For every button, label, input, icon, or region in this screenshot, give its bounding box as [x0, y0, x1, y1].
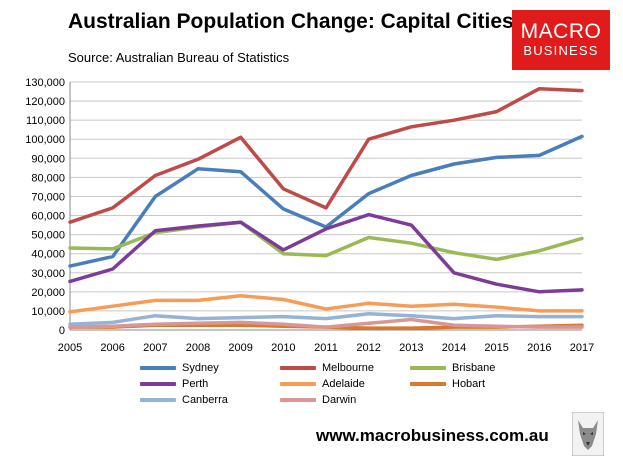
x-tick-label: 2012 — [356, 342, 380, 354]
y-tick-label: 0 — [59, 325, 65, 337]
chart-source: Source: Australian Bureau of Statistics — [68, 50, 290, 65]
legend-label: Perth — [182, 378, 209, 390]
legend-label: Sydney — [182, 362, 219, 374]
wolf-logo-icon — [572, 412, 604, 456]
y-tick-label: 40,000 — [31, 249, 65, 261]
y-tick-label: 120,000 — [25, 96, 65, 108]
legend-item-sydney: Sydney — [140, 362, 219, 374]
series-line-canberra — [68, 312, 584, 327]
series-line-perth — [68, 212, 584, 294]
legend-label: Adelaide — [322, 378, 365, 390]
legend-swatch — [140, 366, 176, 371]
legend-item-darwin: Darwin — [280, 394, 356, 406]
chart-title: Australian Population Change: Capital Ci… — [68, 10, 514, 33]
y-tick-label: 90,000 — [31, 153, 65, 165]
y-tick-label: 60,000 — [31, 211, 65, 223]
macrobusiness-logo: MACRO BUSINESS — [512, 10, 610, 70]
y-tick-label: 10,000 — [31, 306, 65, 318]
legend-swatch — [280, 366, 316, 371]
y-tick-label: 70,000 — [31, 191, 65, 203]
x-tick-label: 2017 — [570, 342, 594, 354]
legend-swatch — [280, 398, 316, 403]
legend-label: Brisbane — [452, 362, 496, 374]
x-tick-label: 2014 — [442, 342, 466, 354]
y-tick-label: 110,000 — [26, 115, 65, 127]
x-tick-label: 2009 — [228, 342, 252, 354]
x-tick-label: 2011 — [314, 342, 338, 354]
y-tick-label: 100,000 — [25, 134, 65, 146]
x-tick-label: 2008 — [186, 342, 210, 354]
logo-line-1: MACRO — [520, 20, 602, 43]
x-tick-label: 2007 — [143, 342, 167, 354]
legend-label: Hobart — [452, 378, 486, 390]
series-line-melbourne — [68, 86, 584, 224]
legend-item-canberra: Canberra — [140, 394, 228, 406]
legend-swatch — [140, 398, 176, 403]
legend-swatch — [410, 366, 446, 371]
y-tick-label: 20,000 — [31, 287, 65, 299]
legend-item-melbourne: Melbourne — [280, 362, 374, 374]
x-tick-label: 2015 — [484, 342, 508, 354]
legend-item-brisbane: Brisbane — [410, 362, 495, 374]
legend-label: Canberra — [182, 394, 228, 406]
legend-label: Melbourne — [322, 362, 374, 374]
legend-label: Darwin — [322, 394, 357, 406]
legend-swatch — [410, 382, 446, 387]
logo-line-2: BUSINESS — [523, 43, 599, 58]
series-line-darwin — [68, 317, 584, 329]
x-tick-label: 2005 — [58, 342, 82, 354]
y-tick-label: 130,000 — [25, 77, 65, 89]
legend-item-adelaide: Adelaide — [280, 378, 365, 390]
y-tick-label: 50,000 — [31, 230, 65, 242]
website-url[interactable]: www.macrobusiness.com.au — [316, 426, 549, 445]
legend-swatch — [140, 382, 176, 387]
series-line-sydney — [68, 134, 584, 268]
x-tick-label: 2010 — [271, 342, 295, 354]
legend-item-perth: Perth — [140, 378, 208, 390]
series-line-adelaide — [68, 293, 584, 314]
x-tick-label: 2013 — [399, 342, 423, 354]
y-tick-label: 80,000 — [31, 172, 65, 184]
legend-swatch — [280, 382, 316, 387]
legend-item-hobart: Hobart — [410, 378, 485, 390]
x-tick-label: 2006 — [100, 342, 124, 354]
x-tick-label: 2016 — [527, 342, 551, 354]
y-tick-label: 30,000 — [31, 268, 65, 280]
